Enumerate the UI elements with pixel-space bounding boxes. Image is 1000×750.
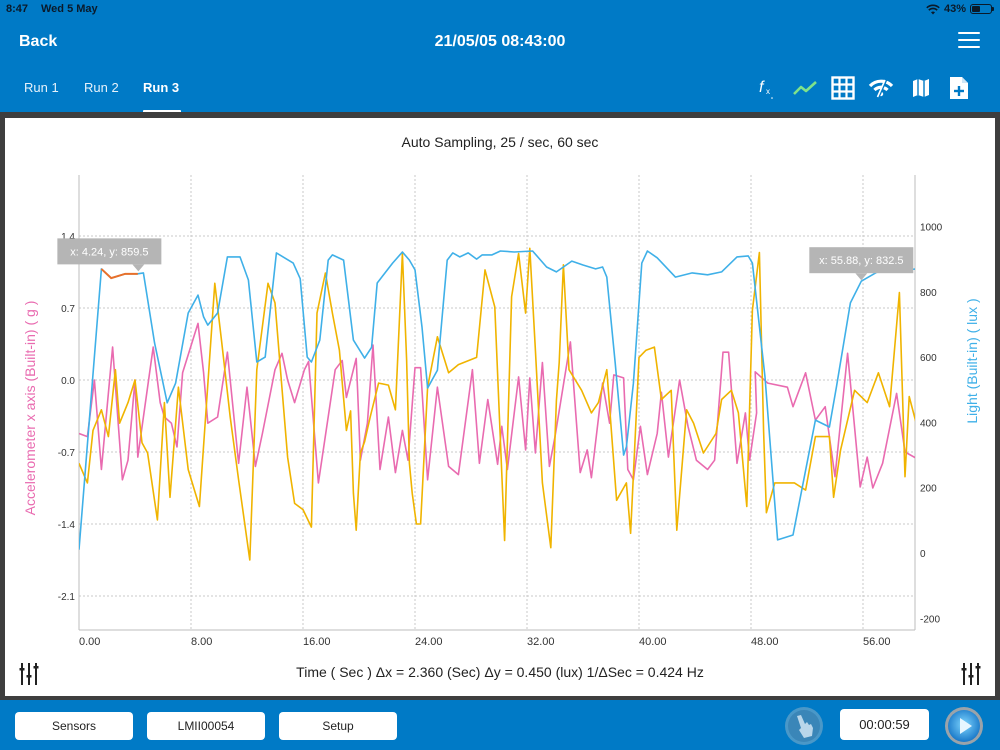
x-tick-label: 40.00: [639, 636, 667, 648]
y-left-tick-label: 1.4: [61, 232, 75, 243]
y-right-axis-label: Light (Built-in) ( lux ): [964, 298, 980, 423]
device-button[interactable]: LMII00054: [147, 712, 265, 740]
tab-run-1[interactable]: Run 1: [24, 80, 59, 95]
svg-text:x: x: [766, 87, 770, 96]
y-right-tick-label: 600: [920, 353, 937, 364]
elapsed-timer: 00:00:59: [840, 709, 929, 740]
page-title: 21/05/05 08:43:00: [434, 33, 566, 50]
y-left-tick-label: -2.1: [58, 592, 76, 603]
status-time: 8:47: [6, 3, 29, 15]
line-graph-icon[interactable]: [792, 74, 818, 102]
bottom-bar: Sensors LMII00054 Setup 00:00:59: [0, 700, 1000, 750]
setup-button[interactable]: Setup: [279, 712, 397, 740]
battery-icon: [970, 4, 994, 14]
add-file-icon[interactable]: [946, 74, 972, 102]
status-date: Wed 5 May: [41, 3, 98, 15]
battery-percent: 43%: [943, 3, 966, 15]
y-left-tick-label: -0.7: [58, 448, 76, 459]
y-right-tick-label: 0: [920, 549, 926, 560]
cursor-tooltip-pointer: [855, 273, 868, 281]
manual-sample-button[interactable]: [784, 706, 824, 746]
map-icon[interactable]: [908, 74, 934, 102]
x-tick-label: 8.00: [191, 636, 212, 648]
table-grid-icon[interactable]: [830, 74, 856, 102]
chart-title: Auto Sampling, 25 / sec, 60 sec: [401, 134, 599, 150]
left-axis-adjust-icon[interactable]: [18, 662, 40, 686]
series-accelerometer-x-axis-built-in: [79, 322, 915, 489]
y-left-axis-label: Accelerometer x axis (Built-in) ( g ): [22, 301, 38, 516]
selection-highlight: [100, 268, 138, 280]
series-light-built-in: [79, 250, 915, 550]
chart-panel: Auto Sampling, 25 / sec, 60 sec 0.00 8.00…: [5, 118, 995, 696]
y-right-tick-label: 400: [920, 418, 937, 429]
x-tick-label: 24.00: [415, 636, 443, 648]
y-left-tick-label: 0.7: [61, 304, 75, 315]
status-right: 43%: [926, 3, 994, 15]
y-right-tick-label: 200: [920, 484, 937, 495]
y-left-tick-label: 0.0: [61, 376, 75, 387]
series-yellow-trace-left-axis: [79, 247, 915, 561]
nav-bar: Back 21/05/05 08:43:00: [0, 20, 1000, 64]
hand-pointer-icon: [785, 707, 823, 745]
y-right-tick-label: -200: [920, 614, 940, 625]
play-icon: [945, 707, 983, 745]
cursor-tooltip-pointer: [132, 264, 145, 272]
back-button[interactable]: Back: [19, 33, 58, 50]
chart-plot[interactable]: 0.00 8.00 16.00 24.00 32.00 40.00 48.00 56.001.…: [5, 118, 995, 658]
status-bar: 8:47 Wed 5 May 43%: [0, 0, 1000, 20]
y-left-tick-label: -1.4: [58, 520, 76, 531]
active-tab-indicator: [143, 110, 181, 113]
x-axis-readout: Time ( Sec ) Δx = 2.360 (Sec) Δy = 0.450…: [296, 664, 704, 680]
x-tick-label: 32.00: [527, 636, 555, 648]
wifi-icon: [926, 4, 940, 14]
x-tick-label: 48.00: [751, 636, 779, 648]
tab-run-3[interactable]: Run 3: [143, 80, 180, 95]
x-tick-label: 0.00: [79, 636, 100, 648]
y-right-tick-label: 1000: [920, 223, 943, 234]
cursor-tooltip-box: [809, 247, 914, 274]
cursor-tooltip-box: [57, 238, 162, 265]
wifi-off-icon[interactable]: [868, 74, 894, 102]
play-button[interactable]: [944, 706, 984, 746]
y-right-tick-label: 800: [920, 288, 937, 299]
svg-text:f: f: [759, 79, 765, 96]
x-tick-label: 56.00: [863, 636, 891, 648]
cursor-tooltip-label: x: 55.88, y: 832.5: [819, 255, 903, 267]
x-tick-label: 16.00: [303, 636, 331, 648]
cursor-tooltip-label: x: 4.24, y: 859.5: [70, 246, 148, 258]
hamburger-menu-icon[interactable]: [958, 32, 980, 50]
tab-run-2[interactable]: Run 2: [84, 80, 119, 95]
right-axis-adjust-icon[interactable]: [960, 662, 982, 686]
sensors-button[interactable]: Sensors: [15, 712, 133, 740]
